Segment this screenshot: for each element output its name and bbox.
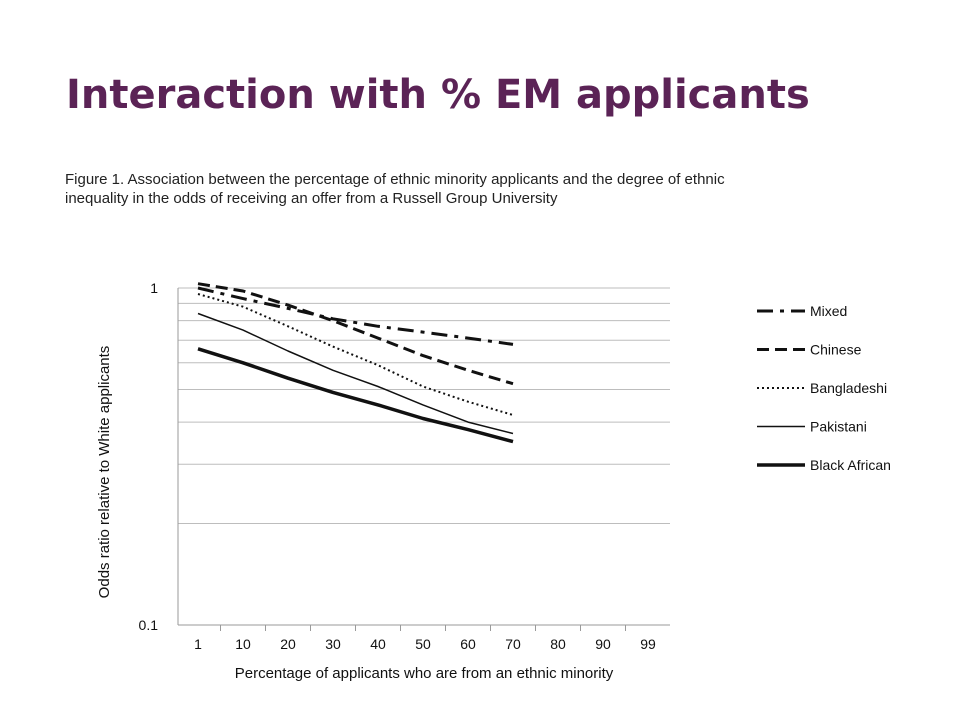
gridlines — [178, 287, 670, 525]
legend: Mixed Chinese Bangladeshi Pakistani Black Af… — [757, 303, 891, 473]
x-tick-label: 1 — [194, 636, 202, 652]
y-axis-title: Odds ratio relative to White applicants — [96, 346, 113, 599]
series-lines — [197, 282, 514, 444]
legend-label: Mixed — [810, 303, 847, 319]
x-tick-label: 20 — [280, 636, 296, 652]
series-line-mixed — [197, 286, 514, 346]
slide-title: Interaction with % EM applicants — [66, 72, 810, 118]
caption-line-2: inequality in the odds of receiving an o… — [65, 190, 558, 207]
x-tick-label: 50 — [415, 636, 431, 652]
series-line-black-african — [197, 347, 514, 444]
x-axis-title: Percentage of applicants who are from an… — [235, 665, 614, 682]
x-tick-label: 40 — [370, 636, 386, 652]
axes: 1 0.1 1 10 20 30 40 50 60 70 80 90 99 Percentage of a… — [96, 280, 670, 682]
caption-line-1: Figure 1. Association between the percen… — [65, 171, 725, 188]
x-tick-label: 90 — [595, 636, 611, 652]
x-tick-label: 80 — [550, 636, 566, 652]
legend-label: Black African — [810, 457, 891, 473]
x-tick-label: 30 — [325, 636, 341, 652]
legend-label: Bangladeshi — [810, 380, 887, 396]
y-tick-label: 0.1 — [139, 617, 159, 633]
legend-label: Chinese — [810, 342, 862, 358]
series-line-chinese — [197, 282, 514, 386]
figure-caption: Figure 1. Association between the percen… — [65, 170, 865, 208]
series-line-pakistani — [197, 312, 514, 435]
x-tick-label: 10 — [235, 636, 251, 652]
y-tick-label: 1 — [150, 280, 158, 296]
x-tick-label: 60 — [460, 636, 476, 652]
x-tick-label: 70 — [505, 636, 521, 652]
x-tick-label: 99 — [640, 636, 656, 652]
legend-label: Pakistani — [810, 419, 867, 435]
